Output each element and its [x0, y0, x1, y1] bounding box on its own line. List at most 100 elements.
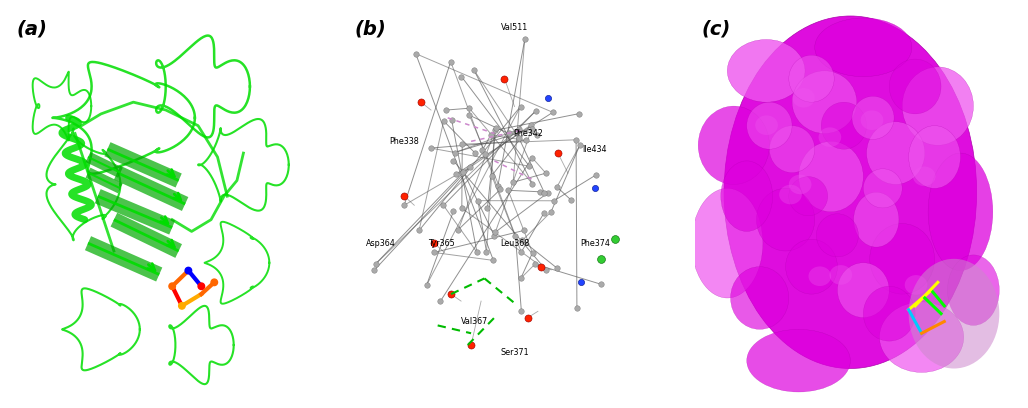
Text: (b): (b) — [354, 20, 386, 39]
Point — [587, 185, 603, 192]
Point — [588, 172, 604, 178]
Ellipse shape — [889, 59, 941, 114]
Point — [537, 190, 553, 196]
Ellipse shape — [793, 88, 815, 108]
Ellipse shape — [788, 177, 828, 216]
Point — [486, 232, 503, 239]
Point — [574, 279, 590, 286]
Ellipse shape — [724, 16, 977, 368]
Ellipse shape — [692, 188, 763, 298]
Point — [507, 233, 523, 239]
Point — [593, 281, 610, 288]
Point — [477, 151, 493, 157]
Ellipse shape — [756, 115, 778, 135]
Point — [443, 291, 460, 297]
Point — [516, 227, 533, 234]
Point — [536, 209, 552, 216]
Point — [454, 170, 471, 176]
Ellipse shape — [727, 40, 805, 102]
Point — [512, 103, 528, 110]
Point — [522, 122, 539, 129]
Point — [500, 187, 516, 193]
Ellipse shape — [870, 224, 934, 294]
Point — [546, 197, 562, 204]
Ellipse shape — [757, 188, 815, 251]
Point — [487, 125, 504, 131]
Ellipse shape — [903, 67, 974, 145]
Ellipse shape — [864, 169, 903, 208]
Ellipse shape — [838, 263, 889, 317]
Point — [514, 237, 530, 244]
Point — [462, 112, 478, 119]
Point — [489, 183, 506, 189]
Point — [470, 197, 486, 204]
Point — [533, 264, 549, 270]
Point — [453, 205, 470, 211]
Text: Asp364: Asp364 — [366, 239, 396, 248]
Ellipse shape — [830, 265, 852, 285]
Point — [443, 117, 460, 123]
Point — [174, 303, 190, 309]
Point — [193, 283, 210, 290]
Point — [528, 131, 545, 138]
Point — [572, 142, 588, 149]
Ellipse shape — [928, 153, 993, 271]
Point — [453, 73, 470, 80]
Point — [462, 164, 478, 170]
Point — [455, 169, 472, 175]
Point — [572, 110, 588, 117]
Point — [563, 197, 580, 203]
Text: Val511: Val511 — [501, 23, 528, 32]
Point — [366, 267, 382, 274]
Point — [524, 155, 541, 161]
Point — [407, 50, 424, 57]
Ellipse shape — [818, 127, 841, 147]
Point — [568, 305, 585, 312]
Ellipse shape — [785, 239, 838, 294]
Point — [467, 150, 483, 156]
Point — [442, 58, 458, 65]
Ellipse shape — [808, 266, 832, 286]
Ellipse shape — [731, 267, 788, 329]
Ellipse shape — [948, 255, 999, 326]
Point — [445, 157, 462, 164]
Point — [540, 190, 556, 196]
Point — [396, 193, 412, 200]
Text: Phe338: Phe338 — [390, 137, 419, 146]
Point — [413, 99, 430, 105]
Ellipse shape — [746, 102, 793, 149]
Ellipse shape — [853, 192, 898, 247]
Ellipse shape — [852, 96, 894, 140]
Point — [446, 149, 463, 156]
Ellipse shape — [793, 71, 857, 133]
Point — [527, 107, 544, 114]
Point — [454, 141, 471, 147]
Point — [466, 67, 482, 73]
Ellipse shape — [909, 126, 960, 188]
Point — [411, 227, 428, 234]
Text: Ile434: Ile434 — [583, 145, 607, 154]
Point — [524, 180, 541, 187]
Point — [180, 267, 196, 274]
Text: (c): (c) — [701, 20, 731, 39]
Ellipse shape — [769, 126, 815, 173]
Text: Ser371: Ser371 — [501, 348, 528, 357]
Point — [511, 126, 527, 133]
Point — [521, 163, 538, 170]
Point — [448, 171, 465, 177]
Point — [482, 132, 499, 138]
Point — [607, 236, 623, 242]
Ellipse shape — [815, 18, 912, 77]
Point — [418, 282, 435, 288]
Point — [533, 188, 549, 195]
Point — [435, 202, 451, 208]
Point — [549, 265, 565, 271]
Ellipse shape — [788, 175, 811, 194]
Point — [432, 298, 448, 304]
Point — [526, 261, 543, 267]
Point — [523, 126, 540, 132]
Ellipse shape — [698, 106, 769, 184]
Ellipse shape — [799, 141, 864, 212]
Ellipse shape — [721, 161, 773, 231]
Point — [520, 314, 537, 321]
